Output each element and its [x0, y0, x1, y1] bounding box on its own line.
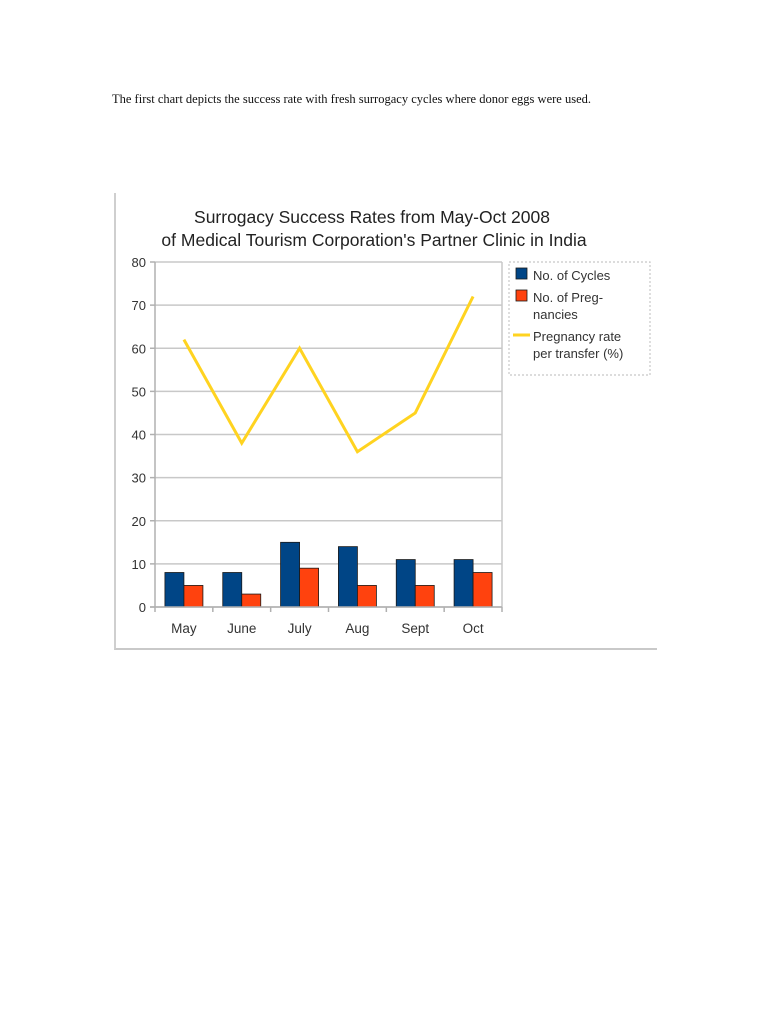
x-tick-label: May — [171, 621, 197, 636]
bar — [241, 593, 262, 608]
y-tick-label: 10 — [132, 557, 146, 572]
y-tick-label: 60 — [132, 341, 146, 356]
x-tick-label: Oct — [463, 621, 484, 636]
y-axis: 0 10 20 30 40 50 60 70 80 — [132, 255, 156, 615]
x-tick-label: July — [288, 621, 312, 636]
y-tick-label: 0 — [139, 600, 146, 615]
chart-title-line-2: of Medical Tourism Corporation's Partner… — [161, 230, 586, 250]
y-tick-label: 70 — [132, 298, 146, 313]
bar — [164, 572, 185, 608]
y-tick-label: 50 — [132, 384, 146, 399]
x-tick-label: Aug — [345, 621, 369, 636]
legend-box — [508, 261, 651, 376]
bar — [414, 585, 435, 608]
legend: No. of Cycles No. of Preg-nancies Pregnanc… — [508, 261, 651, 376]
y-tick-label: 20 — [132, 514, 146, 529]
bar — [395, 559, 416, 608]
intro-paragraph: The first chart depicts the success rate… — [112, 92, 591, 106]
bar — [453, 559, 474, 608]
legend-label: No. of Cycles — [533, 268, 611, 283]
chart-title: Surrogacy Success Rates from May-Oct 200… — [161, 207, 586, 250]
legend-swatch — [515, 289, 528, 302]
bar — [357, 585, 377, 608]
bar — [183, 585, 204, 608]
bar — [472, 572, 493, 608]
x-tick-label: Sept — [401, 621, 429, 636]
chart-frame — [114, 193, 657, 650]
x-tick-label: June — [227, 621, 256, 636]
bar-series — [164, 541, 493, 608]
bar — [299, 567, 319, 608]
legend-label: Pregnancy rate — [533, 329, 621, 344]
legend-label: per transfer (%) — [533, 346, 623, 361]
y-tick-label: 80 — [132, 255, 146, 270]
chart-title-line-1: Surrogacy Success Rates from May-Oct 200… — [194, 207, 550, 227]
x-axis: May June July Aug Sept Oct — [150, 606, 503, 636]
y-tick-label: 30 — [132, 471, 146, 486]
gridlines — [155, 261, 503, 608]
legend-swatch — [515, 267, 528, 280]
line-series — [182, 295, 475, 454]
legend-label: nancies — [533, 307, 578, 322]
y-tick-label: 40 — [132, 428, 146, 443]
bar — [280, 541, 300, 608]
bar — [338, 546, 358, 608]
bar — [222, 572, 243, 608]
legend-label: No. of Preg- — [533, 290, 603, 305]
rate-line — [182, 295, 475, 454]
